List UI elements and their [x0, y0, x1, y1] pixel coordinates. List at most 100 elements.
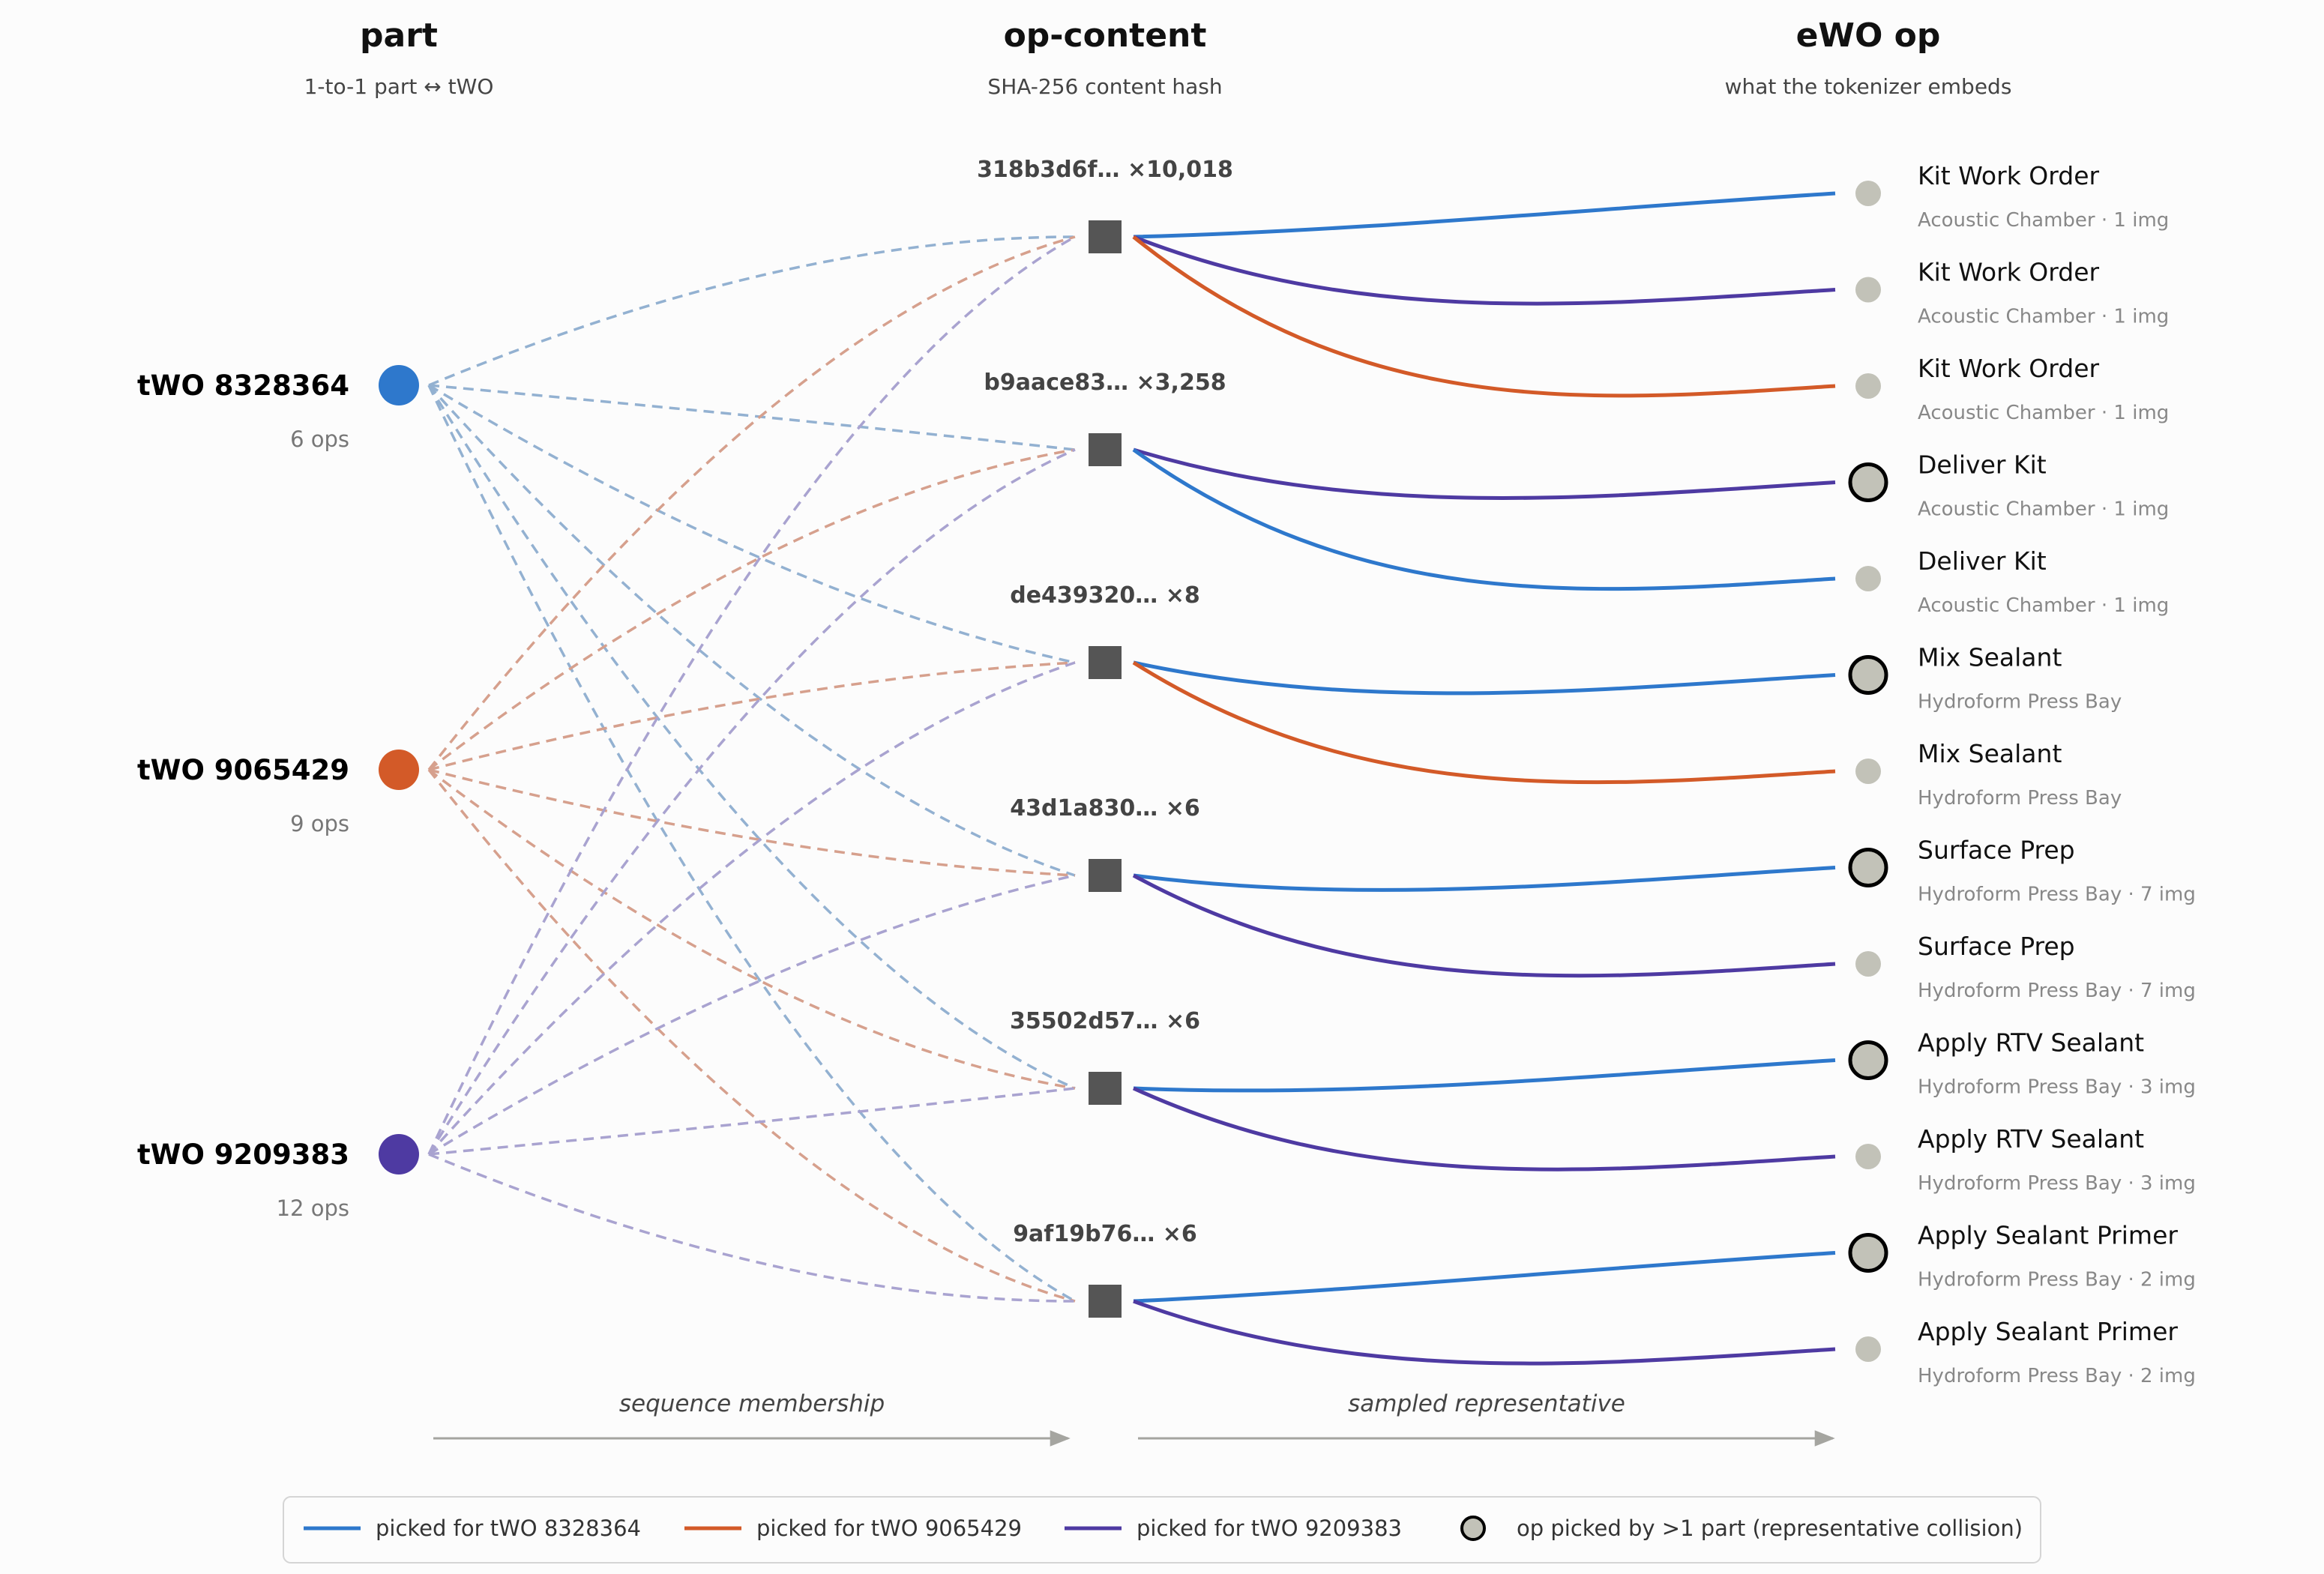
membership-link: [427, 768, 1076, 1303]
content-hash-label: b9aace83… ×3,258: [984, 370, 1226, 396]
content-hash-node: [1089, 433, 1122, 466]
op-node: [1855, 373, 1881, 399]
pick-link: [1133, 447, 1836, 500]
legend-box: [283, 1496, 2041, 1564]
membership-link: [428, 235, 1076, 387]
op-node-collision: [1848, 1233, 1888, 1273]
content-hash-label: 35502d57… ×6: [1010, 1008, 1200, 1034]
legend: picked for tWO 8328364 picked for tWO 906…: [283, 1496, 2041, 1564]
membership-links: [427, 235, 1076, 1303]
op-node: [1855, 181, 1881, 206]
op-detail: Acoustic Chamber · 1 img: [1918, 402, 2169, 424]
content-hash-label: 9af19b76… ×6: [1013, 1221, 1197, 1247]
op-name: Kit Work Order: [1918, 258, 2100, 287]
op-detail: Hydroform Press Bay: [1918, 787, 2122, 809]
op-column-title: eWO op: [1796, 16, 1941, 55]
content-hash-node: [1089, 859, 1122, 892]
membership-link: [427, 768, 1076, 1090]
op-detail: Hydroform Press Bay · 3 img: [1918, 1172, 2196, 1195]
op-detail: Acoustic Chamber · 1 img: [1918, 498, 2169, 521]
op-name: Kit Work Order: [1918, 161, 2100, 190]
content-hash-node: [1089, 220, 1122, 253]
op-name: Mix Sealant: [1918, 643, 2062, 672]
membership-link: [428, 1153, 1076, 1303]
part-op-count: 12 ops: [277, 1195, 349, 1221]
membership-link: [427, 385, 1076, 1090]
membership-link: [427, 384, 1076, 877]
op-node-collision: [1848, 655, 1888, 695]
op-column-subtitle: what the tokenizer embeds: [1725, 74, 2012, 99]
pick-links: [1132, 191, 1836, 1366]
op-name: Surface Prep: [1918, 932, 2075, 961]
part-column-title: part: [360, 16, 438, 55]
flow-label-membership: sequence membership: [619, 1390, 885, 1417]
membership-link: [427, 385, 1076, 1303]
op-node-collision: [1848, 462, 1888, 502]
part-op-count: 9 ops: [290, 811, 349, 836]
membership-link: [428, 661, 1076, 771]
content-hash-label: 318b3d6f… ×10,018: [977, 157, 1233, 183]
column-headers: part 1-to-1 part ↔ tWO op-content SHA-25…: [304, 16, 2012, 99]
op-node: [1855, 759, 1881, 784]
op-detail: Hydroform Press Bay · 2 img: [1918, 1269, 2196, 1291]
membership-link: [427, 235, 1076, 771]
pick-link: [1133, 660, 1836, 696]
op-name: Surface Prep: [1918, 836, 2075, 865]
legend-label: picked for tWO 8328364: [376, 1516, 641, 1541]
content-hash-label: 43d1a830… ×6: [1010, 795, 1199, 821]
op-detail: Hydroform Press Bay · 2 img: [1918, 1365, 2196, 1387]
pick-link: [1133, 191, 1836, 239]
flow-label-representative: sampled representative: [1348, 1390, 1625, 1417]
op-detail: Acoustic Chamber · 1 img: [1918, 306, 2169, 328]
op-node-collision: [1848, 1040, 1888, 1080]
part-label: tWO 9209383: [137, 1139, 349, 1171]
content-hash-node: [1089, 646, 1122, 679]
op-nodes: Kit Work Order Acoustic Chamber · 1 img Ki…: [1848, 161, 2196, 1387]
op-node-collision: [1848, 848, 1888, 887]
pick-link: [1133, 866, 1836, 892]
part-node: [379, 750, 419, 790]
membership-link: [427, 235, 1076, 1155]
hash-nodes: 318b3d6f… ×10,018 b9aace83… ×3,258 de43932…: [977, 157, 1233, 1318]
legend-collision-label: op picked by >1 part (representative col…: [1517, 1516, 2023, 1541]
pick-link: [1133, 1251, 1836, 1303]
pick-link: [1132, 235, 1836, 398]
part-nodes: tWO 8328364 6 ops tWO 9065429 9 ops tWO 9209…: [137, 365, 419, 1221]
legend-label: picked for tWO 9065429: [756, 1516, 1022, 1541]
op-name: Deliver Kit: [1918, 450, 2047, 480]
pick-link: [1132, 660, 1836, 785]
membership-link: [427, 661, 1076, 1156]
op-detail: Hydroform Press Bay · 7 img: [1918, 884, 2196, 906]
op-detail: Hydroform Press Bay · 3 img: [1918, 1076, 2196, 1099]
pick-link: [1132, 447, 1836, 591]
part-node: [379, 365, 419, 405]
content-hash-label: de439320… ×8: [1010, 582, 1200, 609]
flow-annotations: sequence membership sampled representati…: [433, 1390, 1835, 1447]
pick-link: [1132, 1086, 1836, 1172]
op-name: Apply RTV Sealant: [1918, 1028, 2144, 1058]
op-name: Deliver Kit: [1918, 546, 2047, 576]
pick-link: [1133, 235, 1836, 306]
op-node: [1855, 951, 1881, 977]
pick-link: [1132, 873, 1836, 978]
membership-link: [428, 384, 1076, 664]
content-hash-node: [1089, 1072, 1122, 1105]
op-detail: Hydroform Press Bay · 7 img: [1918, 980, 2196, 1002]
op-name: Apply Sealant Primer: [1918, 1317, 2178, 1346]
op-node: [1855, 277, 1881, 303]
legend-collision-marker: [1460, 1516, 1486, 1541]
op-node: [1855, 1336, 1881, 1362]
op-name: Kit Work Order: [1918, 354, 2100, 383]
op-node: [1855, 1144, 1881, 1169]
content-hash-node: [1089, 1285, 1122, 1318]
op-name: Apply RTV Sealant: [1918, 1124, 2144, 1154]
legend-label: picked for tWO 9209383: [1137, 1516, 1402, 1541]
part-label: tWO 8328364: [137, 370, 349, 402]
op-detail: Hydroform Press Bay: [1918, 691, 2122, 714]
pick-link: [1133, 1058, 1836, 1093]
membership-link: [428, 874, 1076, 1156]
legend-items: picked for tWO 8328364 picked for tWO 906…: [304, 1516, 1402, 1541]
op-node: [1855, 566, 1881, 591]
membership-link: [428, 768, 1076, 877]
